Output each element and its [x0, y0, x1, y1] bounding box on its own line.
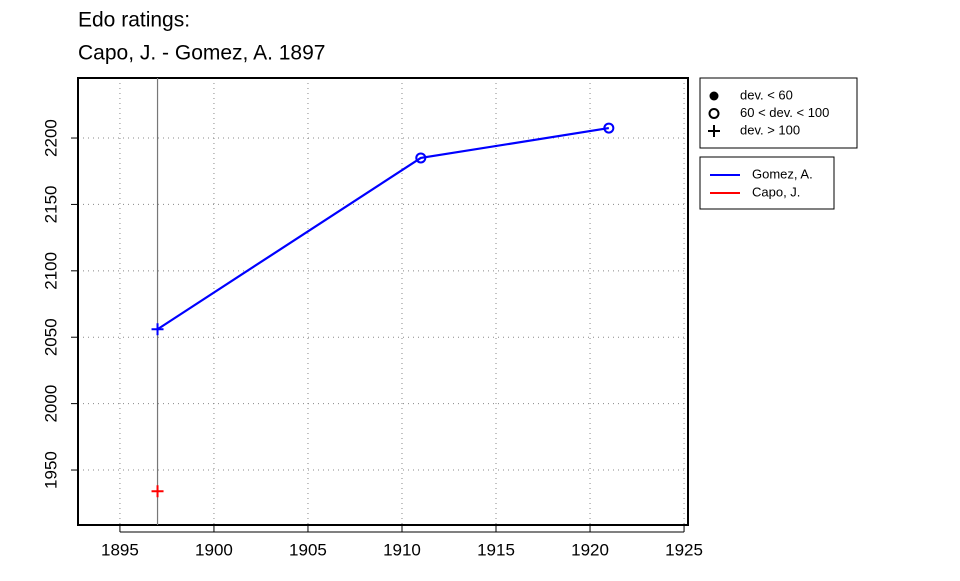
legend-marker [709, 91, 719, 101]
x-tick-label: 1910 [383, 540, 421, 559]
data-point [603, 122, 615, 134]
series-line [156, 126, 610, 331]
x-tick-label: 1915 [477, 540, 515, 559]
legend-label: dev. > 100 [740, 122, 800, 137]
y-tick-label: 1950 [41, 451, 60, 489]
y-tick-label: 2200 [41, 119, 60, 157]
plot-frame [77, 77, 689, 526]
y-tick-label: 2150 [41, 186, 60, 224]
legend-marker [708, 108, 720, 119]
y-tick-label: 2100 [41, 252, 60, 290]
legend-label: dev. < 60 [740, 87, 793, 102]
x-tick-label: 1900 [195, 540, 233, 559]
y-tick-label: 2050 [41, 318, 60, 356]
legend-box [699, 77, 858, 149]
chart-subtitle: Capo, J. - Gomez, A. 1897 [78, 42, 325, 65]
x-tick-label: 1895 [101, 540, 139, 559]
chart-title: Edo ratings: [78, 9, 190, 32]
x-tick-label: 1925 [665, 540, 703, 559]
legend-label: Capo, J. [752, 184, 800, 199]
legend-label: Gomez, A. [752, 166, 813, 181]
x-tick-label: 1905 [289, 540, 327, 559]
data-point [151, 485, 164, 498]
data-point [151, 323, 164, 336]
legend-label: 60 < dev. < 100 [740, 105, 829, 120]
legend-box [699, 156, 835, 210]
y-tick-label: 2000 [41, 385, 60, 423]
legend-marker [708, 125, 720, 137]
x-tick-label: 1920 [571, 540, 609, 559]
data-point [415, 152, 427, 164]
